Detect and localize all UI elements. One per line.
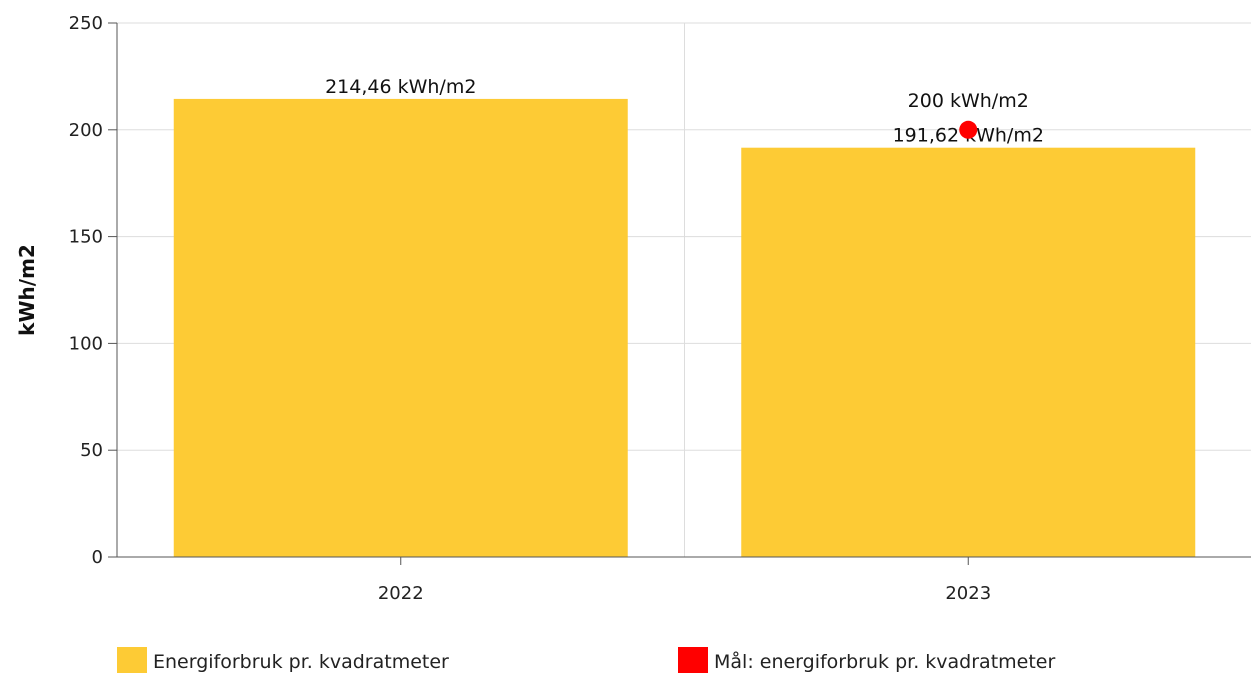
- legend-label: Mål: energiforbruk pr. kvadratmeter: [714, 650, 1055, 673]
- y-tick-label: 250: [69, 13, 103, 34]
- target-points: [959, 120, 978, 139]
- legend-label: Energiforbruk pr. kvadratmeter: [153, 651, 449, 673]
- y-tick-label: 200: [69, 120, 103, 141]
- legend-swatch: [117, 647, 147, 673]
- y-tick-label: 150: [69, 227, 103, 248]
- x-tick-label: 2023: [945, 583, 991, 604]
- axes: 0 50 100 150 200 250 2022 2023: [69, 13, 1251, 604]
- bar: [741, 147, 1196, 557]
- legend[interactable]: Energiforbruk pr. kvadratmeter Mål: energ…: [117, 647, 1055, 673]
- y-axis-title: kWh/m2: [15, 244, 39, 336]
- bar: [173, 98, 628, 557]
- y-tick-label: 50: [80, 440, 103, 461]
- bar-data-label: 214,46 kWh/m2: [325, 76, 476, 98]
- y-tick-label: 100: [69, 333, 103, 354]
- target-point: [959, 120, 978, 139]
- legend-swatch: [678, 647, 708, 673]
- y-tick-label: 0: [92, 547, 103, 568]
- target-data-label: 200 kWh/m2: [908, 90, 1029, 112]
- x-tick-label: 2022: [378, 583, 424, 604]
- bars: [173, 98, 1196, 557]
